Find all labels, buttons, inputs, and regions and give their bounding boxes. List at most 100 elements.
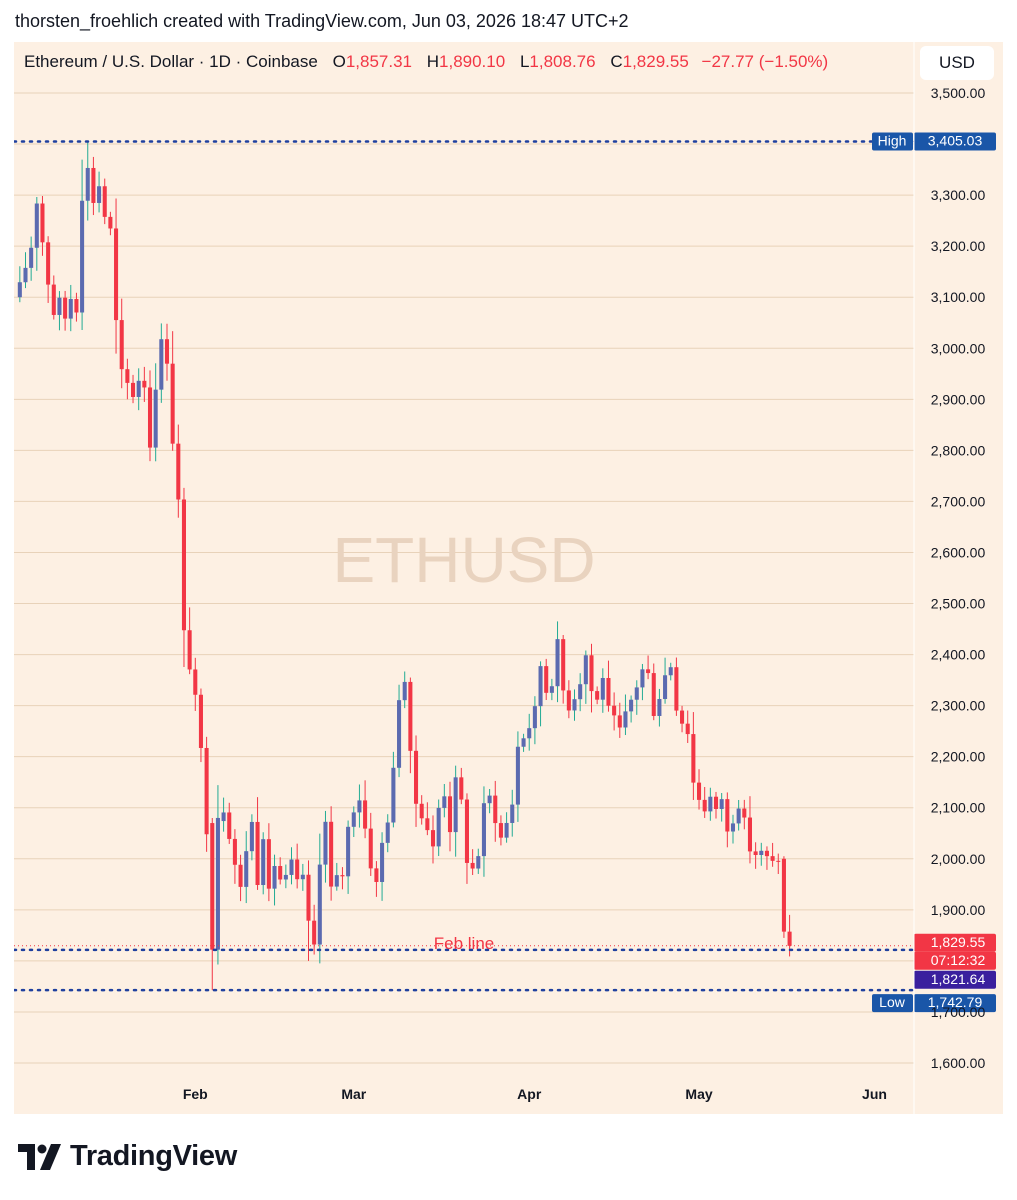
candle-body <box>136 380 141 397</box>
candle-body <box>425 818 430 831</box>
price-tick-label: 2,800.00 <box>931 442 986 458</box>
candle-body <box>657 699 662 716</box>
candle-body <box>708 796 713 812</box>
candle-body <box>498 823 503 838</box>
candle-body <box>617 715 622 728</box>
candle-body <box>646 669 651 674</box>
price-tick-label: 3,300.00 <box>931 187 986 203</box>
candle-body <box>600 677 605 700</box>
candle-body <box>402 681 407 701</box>
symbol-title: Ethereum / U.S. Dollar · 1D · Coinbase <box>24 52 318 71</box>
price-tick-label: 3,100.00 <box>931 289 986 305</box>
price-tick-label: 3,500.00 <box>931 85 986 101</box>
candle-body <box>187 630 192 670</box>
candle-body <box>595 691 600 700</box>
candle-body <box>283 874 288 880</box>
candle-body <box>329 821 334 887</box>
candle-body <box>227 812 232 839</box>
last-price-tag-box <box>914 933 996 952</box>
candle-body <box>97 186 102 203</box>
candle-body <box>102 186 107 217</box>
candle-body <box>91 167 96 203</box>
candle-body <box>63 297 68 319</box>
price-chart[interactable]: ETHUSD Feb line High 3,405.03 1,829.55 07:12… <box>14 42 1003 1114</box>
candle-body <box>719 799 724 809</box>
high-tag-text: High <box>878 132 907 148</box>
candle-body <box>312 920 317 945</box>
candle-body <box>249 821 254 852</box>
candle-body <box>770 856 775 861</box>
candle-body <box>764 850 769 857</box>
low-tag-box <box>872 994 913 1013</box>
candle-body <box>702 799 707 812</box>
candle-body <box>606 677 611 706</box>
price-tick-label: 1,600.00 <box>931 1055 986 1071</box>
candle-body <box>408 681 413 751</box>
candle-body <box>430 830 436 847</box>
candle-body <box>278 866 283 880</box>
tradingview-logo[interactable]: TradingView <box>18 1140 237 1173</box>
candle-body <box>181 499 186 631</box>
candle-body <box>730 823 736 832</box>
grid-lines <box>14 92 914 1064</box>
candle-body <box>725 799 730 832</box>
candle-body <box>147 387 153 448</box>
candle-body <box>459 777 464 800</box>
high-price-tag-box <box>914 132 996 151</box>
candle-body <box>346 826 351 877</box>
candle-body <box>521 738 526 747</box>
candle-body <box>640 669 645 688</box>
horizontal-lines: Feb line High 3,405.03 1,829.55 07:12:32 1,82… <box>14 132 996 1013</box>
candle-body <box>504 822 509 838</box>
chart-area[interactable]: ETHUSD Feb line High 3,405.03 1,829.55 07:12… <box>14 42 1003 1114</box>
candle-body <box>198 694 203 748</box>
candle-body <box>40 203 45 243</box>
candle-body <box>176 443 181 500</box>
candle-body <box>397 700 402 768</box>
candle-body <box>572 699 577 711</box>
candle-body <box>153 389 158 448</box>
high-tag-box <box>872 132 913 151</box>
candle-body <box>295 859 300 880</box>
candle-body <box>476 856 481 869</box>
close-label: C <box>610 52 623 71</box>
candle-body <box>481 803 486 857</box>
candle-body <box>334 875 339 887</box>
price-tick-label: 2,000.00 <box>931 851 986 867</box>
candle-body <box>74 299 79 313</box>
price-tick-label: 2,300.00 <box>931 698 986 714</box>
currency-button[interactable]: USD <box>920 46 994 80</box>
candle-body <box>742 808 747 818</box>
price-change: −27.77 (−1.50%) <box>701 52 829 71</box>
candle-body <box>68 299 73 319</box>
candle-body <box>164 339 170 364</box>
price-tick-label: 1,700.00 <box>931 1004 986 1020</box>
candle-body <box>193 669 198 695</box>
candle-body <box>266 839 271 889</box>
candle-body <box>244 851 249 887</box>
candle-body <box>549 686 554 693</box>
open-label: O <box>332 52 346 71</box>
candle-body <box>510 804 515 823</box>
time-tick-label: Mar <box>341 1086 366 1102</box>
candle-body <box>46 242 51 285</box>
candle-body <box>300 874 305 880</box>
price-tick-label: 2,900.00 <box>931 391 986 407</box>
candle-body <box>125 369 130 383</box>
price-tick-label: 2,500.00 <box>931 596 986 612</box>
candle-body <box>57 297 62 315</box>
tradingview-logo-text: TradingView <box>70 1140 237 1172</box>
candle-body <box>210 823 215 950</box>
candle-body <box>85 167 90 201</box>
candle-body <box>29 247 34 268</box>
low-price-tag-box <box>914 994 996 1013</box>
candle-body <box>80 200 85 313</box>
symbol-watermark: ETHUSD <box>332 524 595 596</box>
low-tag-text: Low <box>879 994 906 1010</box>
open-value: 1,857.31 <box>345 52 412 71</box>
candle-body <box>114 228 119 321</box>
candle-body <box>685 723 690 735</box>
candle-body <box>414 750 419 804</box>
price-tick-label: 1,900.00 <box>931 902 986 918</box>
candle-body <box>753 851 758 855</box>
